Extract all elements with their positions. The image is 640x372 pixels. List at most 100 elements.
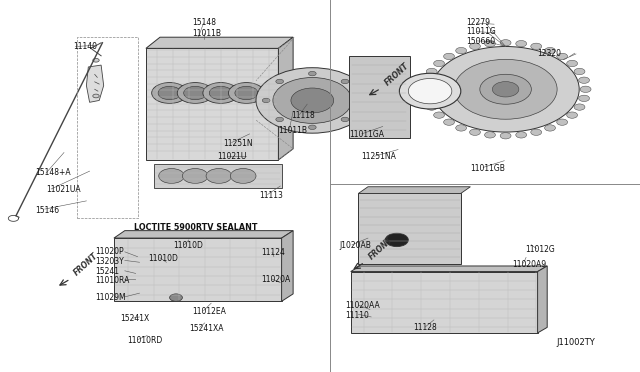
Circle shape [580,86,591,92]
Circle shape [228,83,264,103]
Circle shape [177,83,213,103]
Circle shape [456,48,467,54]
Circle shape [276,117,284,122]
Text: 11020AA: 11020AA [346,301,380,310]
Text: 11113: 11113 [259,191,283,200]
Circle shape [444,119,454,125]
Bar [349,56,410,138]
Text: J1020AB: J1020AB [339,241,371,250]
Circle shape [184,86,207,100]
Circle shape [470,129,481,135]
Text: FRONT: FRONT [383,61,410,87]
Circle shape [209,86,232,100]
Circle shape [422,95,433,102]
Circle shape [579,77,589,83]
Polygon shape [358,187,470,193]
Text: 11011GA: 11011GA [349,130,384,139]
Circle shape [531,129,541,135]
Circle shape [500,132,511,139]
Circle shape [579,95,589,102]
Circle shape [182,169,208,183]
Text: 12279: 12279 [466,18,490,27]
Circle shape [399,73,461,109]
Circle shape [355,98,362,103]
Text: 11020A9: 11020A9 [512,260,546,269]
Text: 11020A: 11020A [261,275,291,284]
Circle shape [159,169,184,183]
Polygon shape [154,164,282,188]
Circle shape [273,77,352,124]
Circle shape [444,53,454,60]
Polygon shape [351,266,547,272]
Circle shape [566,112,577,118]
Text: 15148+A: 15148+A [35,169,71,177]
Polygon shape [278,37,293,160]
Text: 11118: 11118 [291,111,315,120]
Text: 15241: 15241 [95,267,119,276]
Circle shape [545,125,556,131]
Circle shape [456,125,467,131]
Text: 13203Y: 13203Y [95,257,124,266]
Circle shape [276,79,284,84]
Text: 11012G: 11012G [525,245,554,254]
Text: 11010D: 11010D [173,241,203,250]
Circle shape [230,169,256,183]
Circle shape [426,104,437,110]
Circle shape [341,79,349,84]
Circle shape [308,125,316,129]
Circle shape [93,94,99,98]
Circle shape [574,104,585,110]
Text: FRONT: FRONT [367,235,394,261]
Circle shape [480,74,531,104]
Text: 11251NA: 11251NA [362,153,396,161]
Text: 11128: 11128 [413,323,436,332]
Text: FRONT: FRONT [72,251,100,278]
Text: 11012EA: 11012EA [192,307,226,316]
Text: 11011B: 11011B [278,126,307,135]
Polygon shape [114,238,282,301]
Text: 11020P: 11020P [95,247,124,256]
Text: 11011B: 11011B [192,29,221,38]
Text: 11010RD: 11010RD [127,336,162,345]
Circle shape [432,46,579,132]
Circle shape [484,41,495,47]
Circle shape [152,83,188,103]
Text: 12320: 12320 [538,49,562,58]
Circle shape [484,132,495,138]
Circle shape [531,43,541,49]
Circle shape [557,53,568,60]
Polygon shape [114,231,293,238]
Circle shape [500,39,511,46]
Circle shape [566,60,577,67]
Circle shape [434,112,445,118]
Circle shape [408,78,452,104]
Text: 11021U: 11021U [218,153,247,161]
Circle shape [516,132,527,138]
Circle shape [170,294,182,301]
Text: 11010D: 11010D [148,254,179,263]
Polygon shape [282,231,293,301]
Circle shape [545,48,556,54]
Circle shape [420,86,431,92]
Circle shape [158,86,181,100]
Circle shape [235,86,258,100]
Circle shape [516,41,527,47]
Polygon shape [146,48,278,160]
Text: 15146: 15146 [35,206,60,215]
Text: 11010RA: 11010RA [95,276,129,285]
Circle shape [203,83,239,103]
Circle shape [206,169,232,183]
Text: 15241X: 15241X [120,314,150,323]
Circle shape [291,88,333,113]
Text: 11021UA: 11021UA [46,185,81,194]
Polygon shape [351,272,538,333]
Circle shape [454,59,557,119]
Circle shape [470,43,481,49]
Circle shape [256,68,369,133]
Circle shape [93,58,99,62]
Polygon shape [146,37,293,48]
Circle shape [341,117,349,122]
Text: 11029M: 11029M [95,293,125,302]
Text: 11251N: 11251N [223,139,252,148]
Text: 11011G: 11011G [466,27,495,36]
